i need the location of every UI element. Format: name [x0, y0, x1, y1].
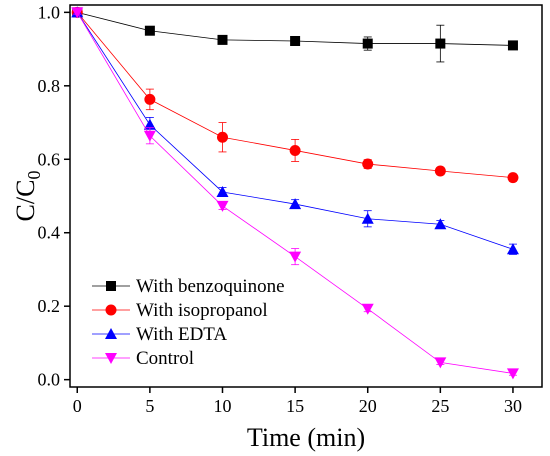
data-point [216, 200, 229, 212]
x-tick-label: 20 [359, 396, 377, 416]
data-point [507, 40, 518, 51]
data-point [506, 243, 519, 255]
legend-item: With EDTA [92, 324, 227, 345]
data-point [362, 158, 374, 170]
legend-marker [105, 304, 117, 316]
series-control [71, 7, 519, 380]
y-tick-label: 0.4 [38, 223, 61, 243]
x-axis: 0 5 10 15 20 25 30 [73, 387, 522, 416]
legend-marker [105, 353, 117, 364]
data-point [143, 118, 156, 130]
data-point [289, 251, 302, 263]
x-tick-label: 30 [504, 396, 522, 416]
data-point [144, 93, 156, 105]
x-tick-label: 15 [286, 396, 304, 416]
x-axis-title: Time (min) [247, 423, 365, 452]
data-point [143, 130, 156, 142]
data-point [507, 172, 519, 184]
legend-marker [106, 281, 116, 291]
legend-item: With isopropanol [92, 300, 268, 321]
data-point [216, 131, 228, 143]
y-tick-label: 0.0 [38, 370, 61, 390]
data-point [289, 198, 302, 210]
y-tick-label: 0.2 [38, 296, 61, 316]
series-line [76, 12, 514, 250]
legend-item: With benzoquinone [92, 276, 285, 297]
x-tick-label: 5 [145, 396, 154, 416]
data-point [434, 357, 447, 369]
y-tick-label: 0.6 [38, 149, 61, 169]
data-point [361, 212, 374, 224]
y-tick-label: 0.8 [38, 76, 61, 96]
data-point [289, 144, 301, 156]
data-point [217, 34, 228, 45]
data-point [144, 25, 155, 36]
data-point [290, 35, 301, 46]
legend: With benzoquinone With isopropanol With ED… [92, 276, 285, 369]
data-point [362, 38, 373, 49]
y-axis-title-main: C/C [11, 180, 40, 222]
x-tick-label: 25 [431, 396, 449, 416]
y-tick-label: 1.0 [38, 2, 61, 22]
y-axis-title: C/C0 [11, 171, 44, 222]
plot-frame [69, 4, 543, 388]
x-tick-label: 0 [73, 396, 82, 416]
data-point [216, 185, 229, 197]
x-tick-label: 10 [213, 396, 231, 416]
series-with-isopropanol [71, 6, 519, 184]
data-point [435, 38, 446, 49]
series-with-benzoquinone [72, 7, 518, 63]
legend-label: With EDTA [136, 324, 227, 345]
legend-label: With isopropanol [136, 300, 268, 321]
data-point [434, 165, 446, 177]
data-point [434, 218, 447, 230]
legend-label: With benzoquinone [136, 276, 285, 297]
data-point [361, 303, 374, 315]
plot-area [71, 6, 519, 380]
legend-label: Control [136, 348, 194, 369]
legend-marker [105, 328, 117, 339]
y-axis-title-subscript: 0 [24, 171, 44, 180]
legend-item: Control [92, 348, 194, 369]
data-point [506, 368, 519, 380]
data-point [71, 7, 84, 19]
y-axis: 0.0 0.2 0.4 0.6 0.8 1.0 [38, 2, 70, 390]
